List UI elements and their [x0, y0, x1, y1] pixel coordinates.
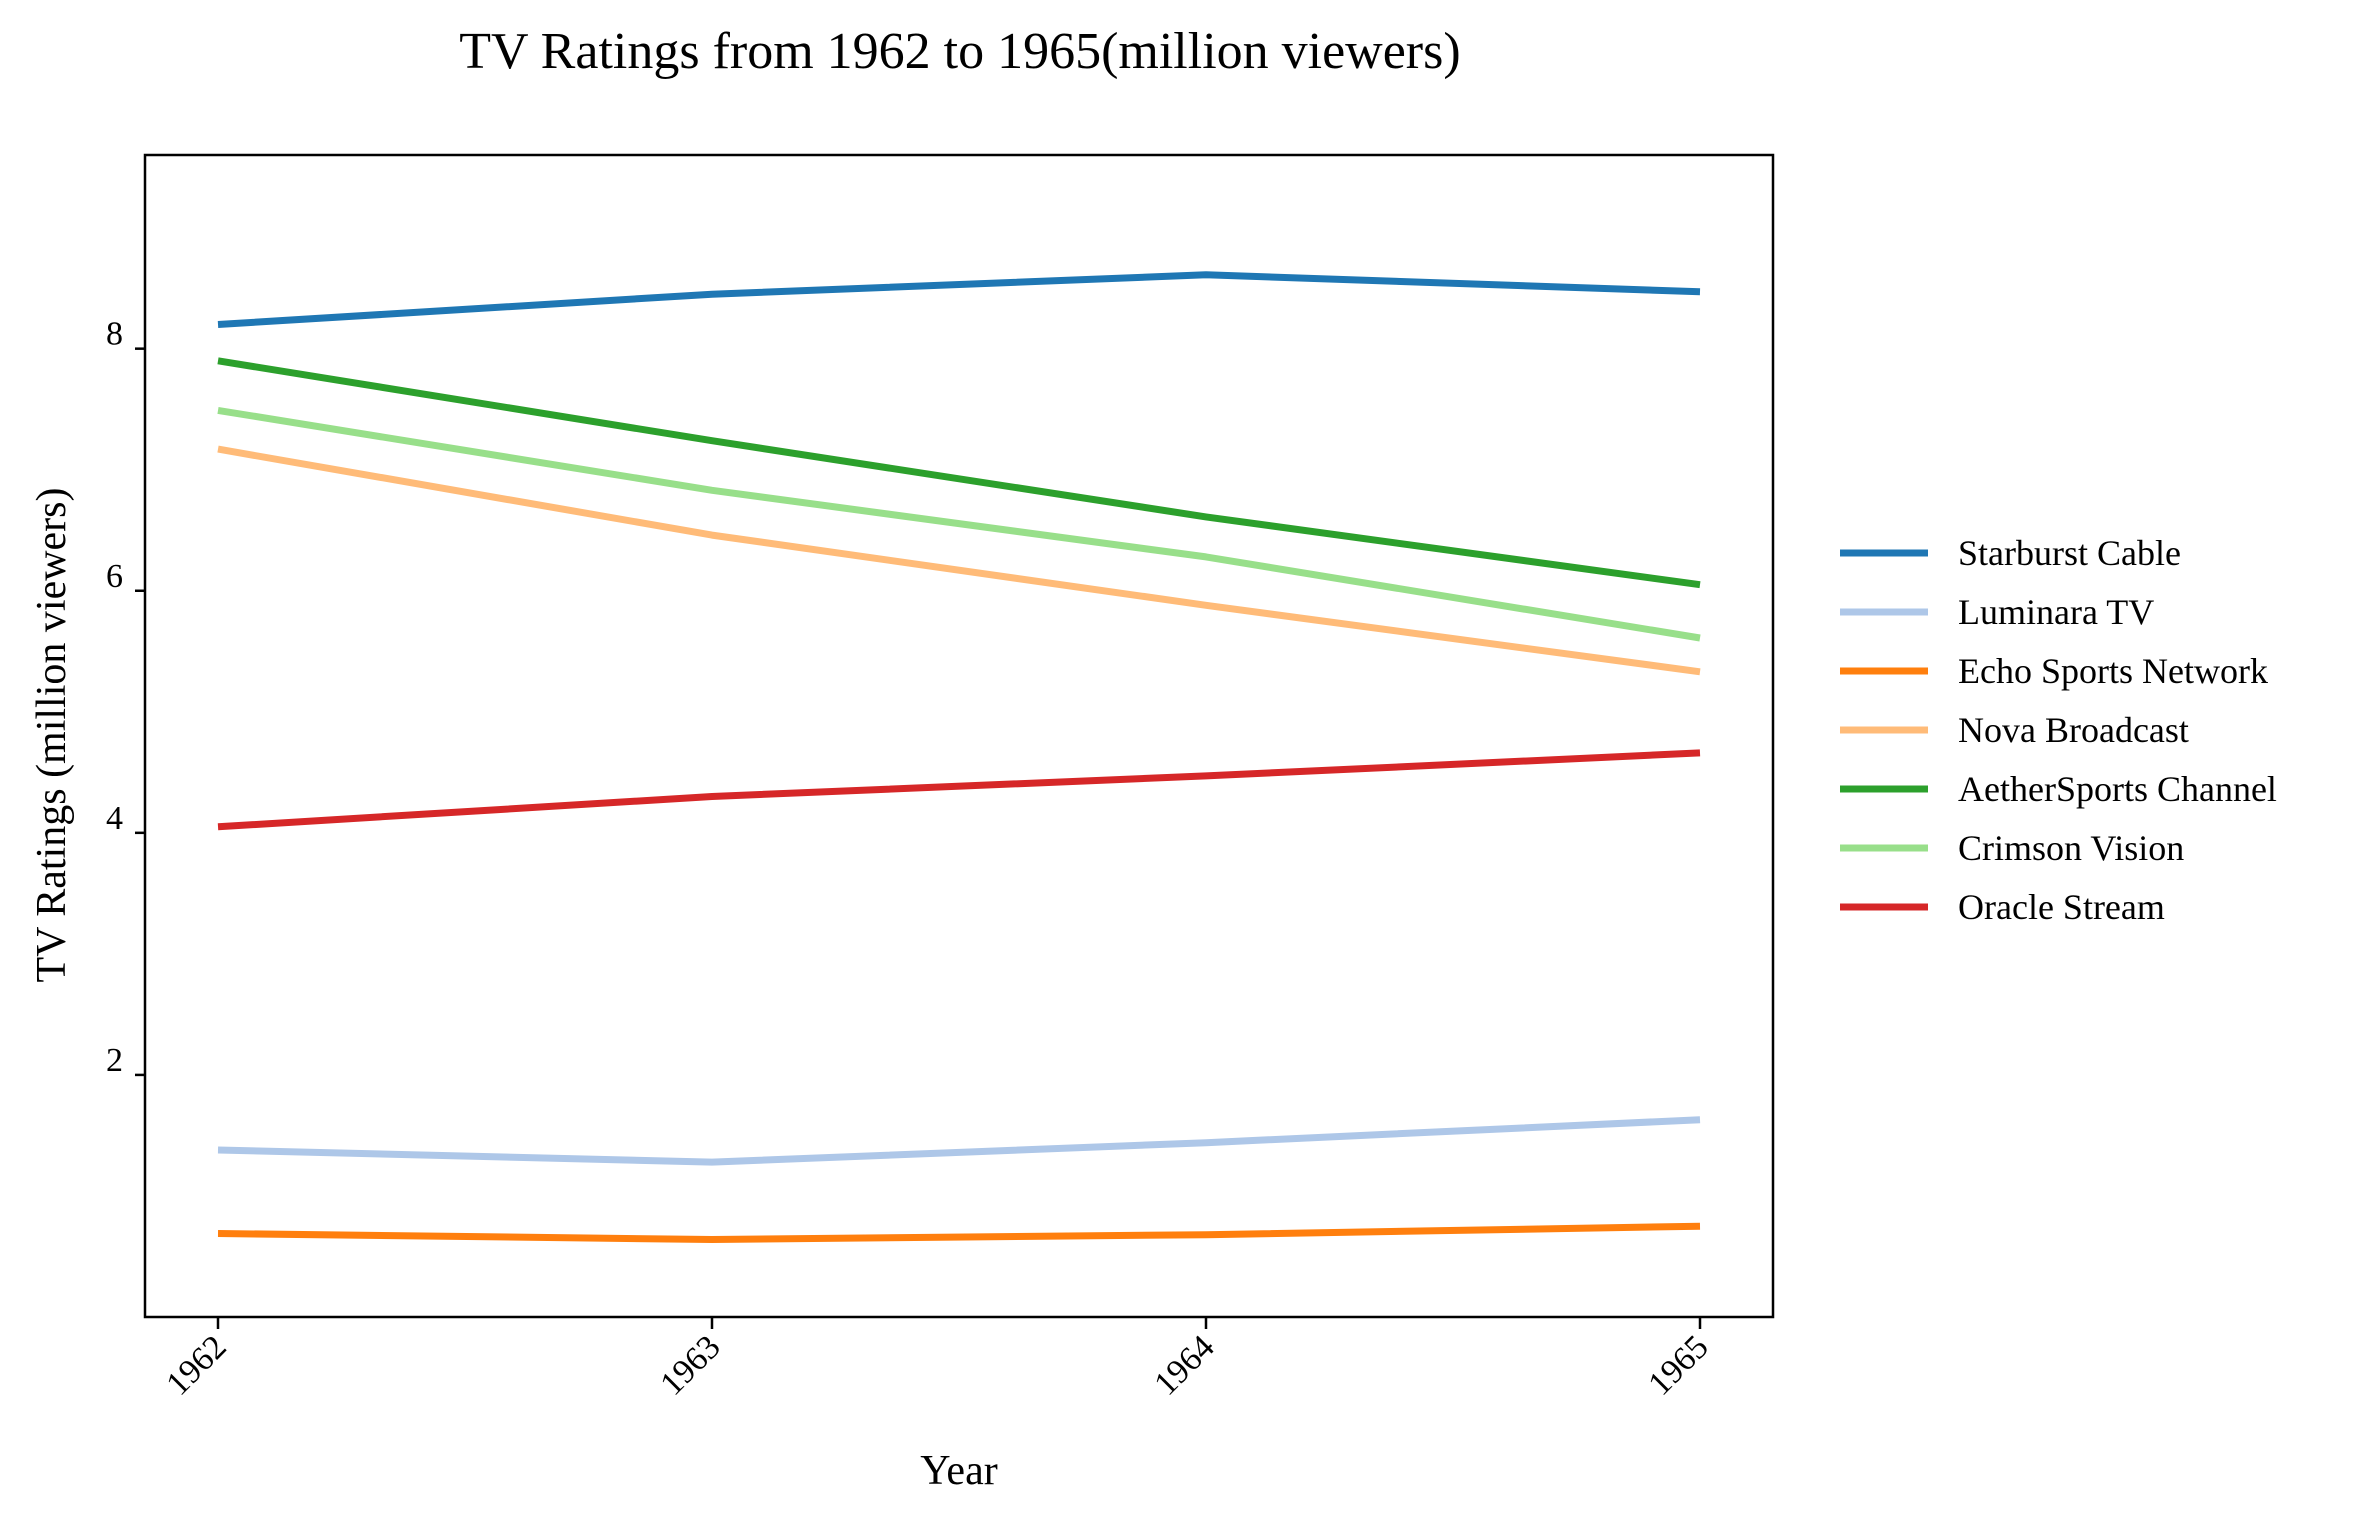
x-tick-label: 1965 [1641, 1328, 1715, 1402]
series-line [217, 406, 1701, 642]
legend-label: AetherSports Channel [1958, 769, 2277, 809]
series-line [217, 357, 1701, 589]
legend-label: Nova Broadcast [1958, 710, 2189, 750]
y-tick-label: 4 [106, 800, 123, 837]
legend-label: Luminara TV [1958, 592, 2154, 632]
y-axis: 2 4 6 8 [106, 316, 145, 1079]
series-line [217, 271, 1701, 328]
y-tick-label: 2 [106, 1042, 123, 1079]
x-axis-label: Year [920, 1448, 997, 1494]
legend-label: Crimson Vision [1958, 828, 2184, 868]
plot-area [143, 153, 1775, 1319]
series-line [217, 445, 1701, 676]
x-axis: 1962 1963 1964 1965 [159, 1317, 1716, 1403]
chart-title: TV Ratings from 1962 to 1965(million vie… [459, 23, 1460, 80]
series-line [217, 749, 1701, 831]
y-tick-label: 8 [106, 316, 123, 353]
x-tick-label: 1962 [159, 1328, 233, 1402]
x-tick-label: 1964 [1147, 1328, 1221, 1402]
legend-label: Echo Sports Network [1958, 651, 2268, 691]
series-lines [217, 271, 1701, 1243]
series-line [217, 1222, 1701, 1243]
y-tick-label: 6 [106, 558, 123, 595]
x-tick-label: 1963 [653, 1328, 727, 1402]
legend: Starburst Cable Luminara TV Echo Sports Ne… [1840, 533, 2277, 927]
legend-label: Starburst Cable [1958, 533, 2181, 573]
legend-label: Oracle Stream [1958, 887, 2165, 927]
y-axis-label: TV Ratings (million viewers) [29, 488, 75, 983]
series-line [217, 1116, 1701, 1166]
